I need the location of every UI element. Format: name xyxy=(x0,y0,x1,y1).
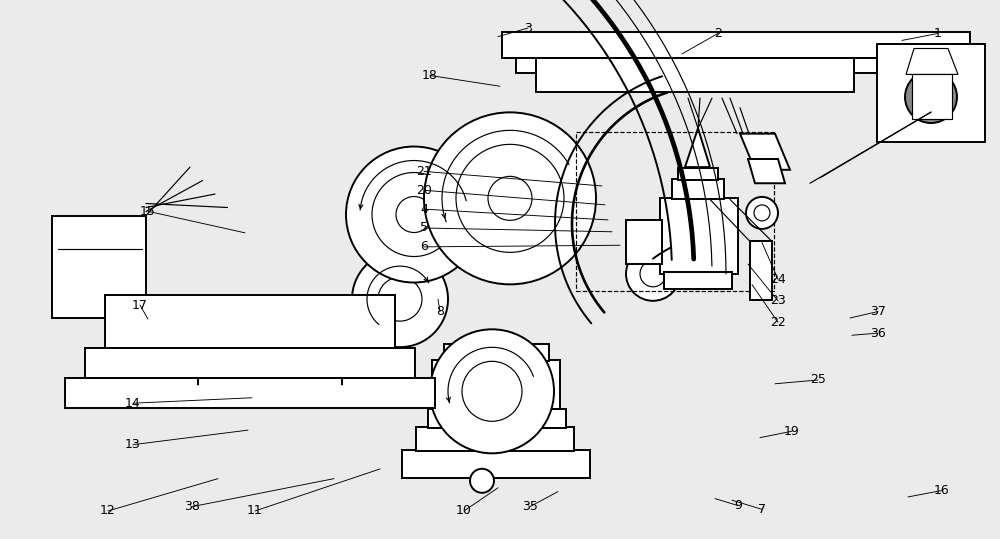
Text: 4: 4 xyxy=(420,203,428,216)
Bar xyxy=(516,58,956,73)
Text: 16: 16 xyxy=(934,484,950,497)
Bar xyxy=(85,348,415,379)
Polygon shape xyxy=(740,134,790,170)
Text: 36: 36 xyxy=(870,327,886,340)
Circle shape xyxy=(905,71,957,123)
Text: 12: 12 xyxy=(100,505,116,517)
Text: 25: 25 xyxy=(810,374,826,386)
Text: 18: 18 xyxy=(422,69,438,82)
Text: 9: 9 xyxy=(734,499,742,512)
Text: 2: 2 xyxy=(714,27,722,40)
Text: 6: 6 xyxy=(420,240,428,253)
Circle shape xyxy=(346,147,482,282)
Text: 8: 8 xyxy=(436,305,444,318)
Polygon shape xyxy=(685,128,710,167)
Bar xyxy=(65,378,435,408)
Text: 37: 37 xyxy=(870,305,886,318)
Circle shape xyxy=(746,197,778,229)
Text: 21: 21 xyxy=(416,165,432,178)
Text: 13: 13 xyxy=(125,438,141,451)
Text: 19: 19 xyxy=(784,425,800,438)
Text: 3: 3 xyxy=(524,22,532,34)
Bar xyxy=(664,272,732,289)
Text: 22: 22 xyxy=(770,316,786,329)
Bar xyxy=(428,409,566,428)
Circle shape xyxy=(424,112,596,285)
Circle shape xyxy=(754,205,770,221)
Text: 11: 11 xyxy=(247,505,263,517)
Bar xyxy=(678,168,718,180)
Bar xyxy=(660,198,738,274)
Bar xyxy=(502,32,970,58)
Bar xyxy=(536,58,854,92)
Text: 38: 38 xyxy=(184,500,200,513)
Text: 24: 24 xyxy=(770,273,786,286)
Circle shape xyxy=(352,251,448,347)
Bar xyxy=(105,295,395,349)
Bar xyxy=(402,450,590,478)
Bar xyxy=(444,344,549,361)
Text: 15: 15 xyxy=(140,205,156,218)
Bar xyxy=(877,44,985,142)
Text: 7: 7 xyxy=(758,503,766,516)
Circle shape xyxy=(674,254,698,278)
Bar xyxy=(750,241,772,300)
Bar xyxy=(432,360,560,409)
Bar xyxy=(912,74,952,119)
Text: 35: 35 xyxy=(522,500,538,513)
Text: 20: 20 xyxy=(416,184,432,197)
Text: 23: 23 xyxy=(770,294,786,307)
Bar xyxy=(626,220,662,264)
Polygon shape xyxy=(748,159,785,183)
Circle shape xyxy=(430,329,554,453)
Bar xyxy=(416,427,574,451)
Circle shape xyxy=(470,469,494,493)
Circle shape xyxy=(626,247,680,301)
Polygon shape xyxy=(906,49,958,74)
Text: 5: 5 xyxy=(420,222,428,234)
Text: 17: 17 xyxy=(132,299,148,312)
Bar xyxy=(52,216,146,318)
Text: 14: 14 xyxy=(125,397,141,410)
Bar xyxy=(576,132,774,291)
Text: 1: 1 xyxy=(934,27,942,40)
Text: 10: 10 xyxy=(456,505,472,517)
Bar xyxy=(672,179,724,199)
